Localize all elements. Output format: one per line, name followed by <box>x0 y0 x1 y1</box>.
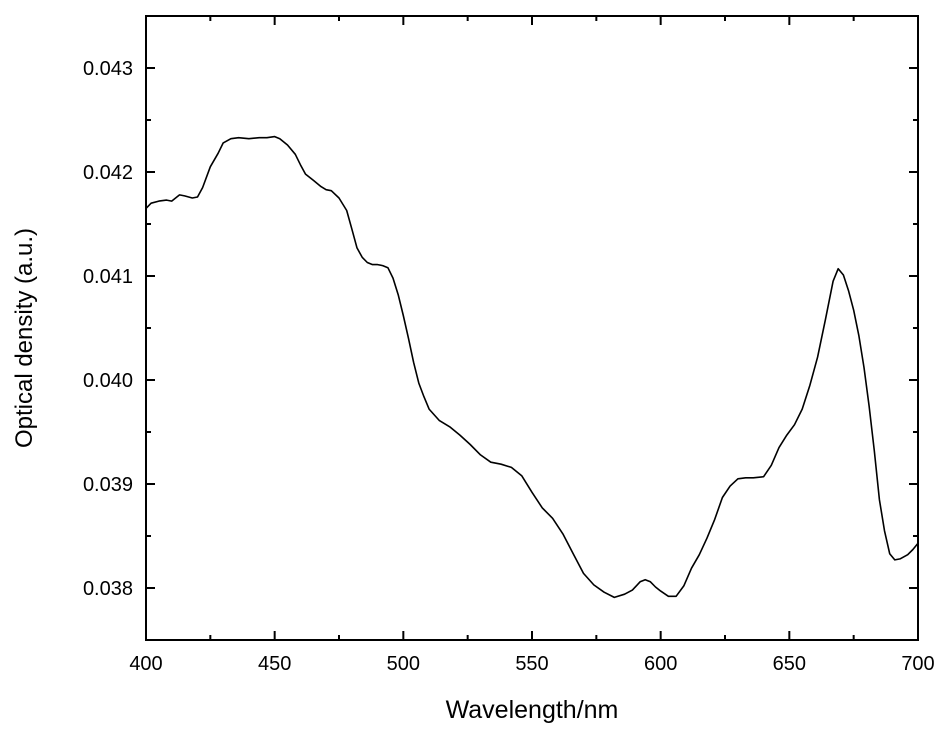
x-tick-labels: 400 450 500 550 600 650 700 <box>129 653 934 675</box>
x-tick-label: 550 <box>515 653 548 675</box>
plot-frame <box>145 15 919 641</box>
x-tick-label: 450 <box>258 653 291 675</box>
x-tick-label: 700 <box>901 653 934 675</box>
plot-area <box>145 15 919 641</box>
x-tick-label: 500 <box>387 653 420 675</box>
x-tick-label: 600 <box>644 653 677 675</box>
y-axis-title: Optical density (a.u.) <box>11 228 38 448</box>
x-axis-title: Wavelength/nm <box>446 696 619 724</box>
axis-ticks <box>145 15 919 641</box>
y-tick-label: 0.042 <box>83 162 133 184</box>
x-tick-label: 400 <box>129 653 162 675</box>
y-tick-label: 0.040 <box>83 370 133 392</box>
x-tick-label: 650 <box>773 653 806 675</box>
series-line <box>145 135 919 599</box>
y-tick-label: 0.043 <box>83 58 133 80</box>
y-tick-label: 0.038 <box>83 578 133 600</box>
y-tick-labels: 0.038 0.039 0.040 0.041 0.042 0.043 <box>83 58 133 600</box>
y-tick-label: 0.041 <box>83 266 133 288</box>
y-tick-label: 0.039 <box>83 474 133 496</box>
